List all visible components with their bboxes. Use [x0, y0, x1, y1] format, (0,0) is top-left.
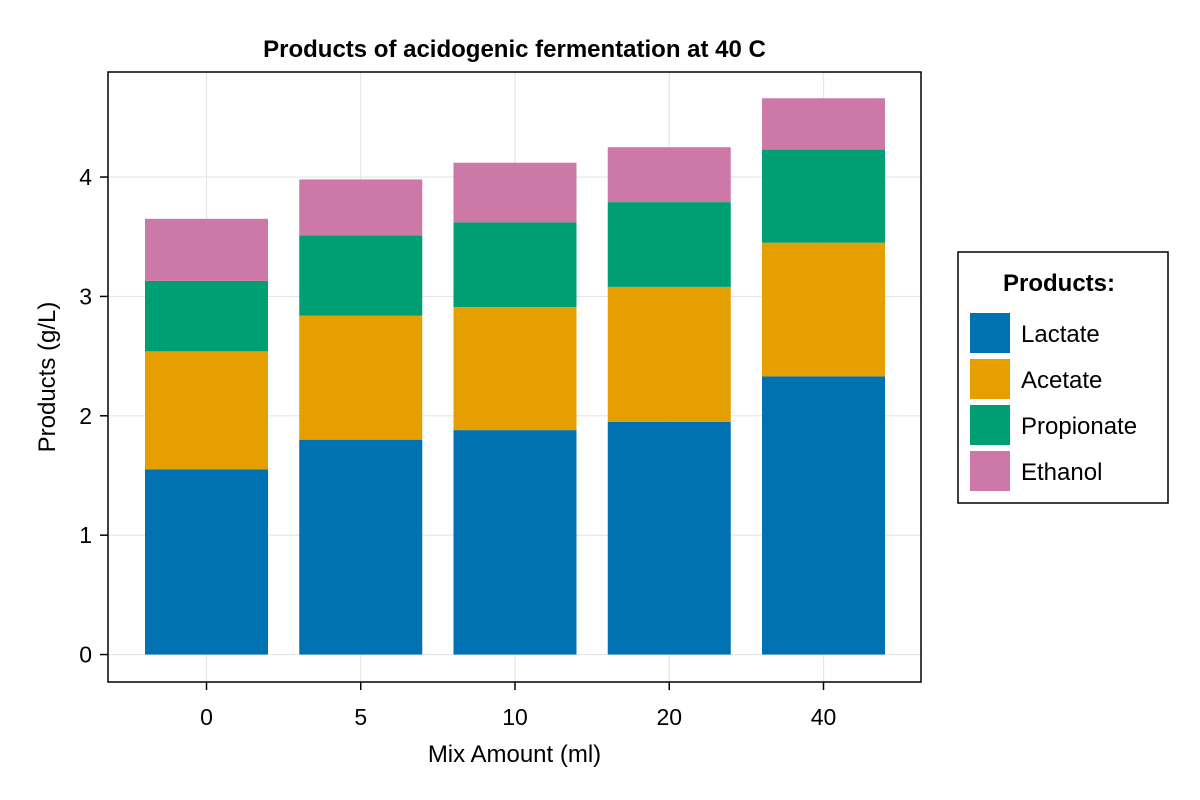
legend-label-ethanol: Ethanol [1021, 459, 1102, 486]
bar-segment-acetate [299, 315, 423, 440]
legend-swatch-lactate [970, 313, 1010, 353]
bar-segment-ethanol [762, 98, 885, 150]
bar-segment-lactate [607, 421, 731, 655]
bar-segment-propionate [145, 280, 268, 352]
y-tick-label: 3 [79, 283, 92, 309]
bar-segment-acetate [453, 307, 577, 431]
y-tick-label: 2 [79, 403, 92, 429]
legend-swatch-acetate [970, 359, 1010, 399]
bar-segment-lactate [145, 469, 268, 655]
x-axis-label: Mix Amount (ml) [428, 741, 601, 768]
y-tick-label: 4 [79, 164, 92, 190]
bar-segment-ethanol [145, 218, 268, 281]
bar-segment-acetate [607, 286, 731, 422]
bar-segment-ethanol [299, 179, 423, 236]
legend-label-propionate: Propionate [1021, 413, 1137, 440]
x-tick-label: 10 [502, 704, 528, 730]
bar-segment-propionate [453, 222, 577, 308]
legend-label-acetate: Acetate [1021, 367, 1102, 394]
bar-segment-ethanol [607, 147, 731, 203]
bars [145, 98, 885, 655]
x-tick-label: 5 [354, 704, 367, 730]
bar-segment-lactate [453, 430, 577, 655]
y-axis-label: Products (g/L) [34, 302, 61, 453]
legend: Products: Lactate Acetate Propionate Ethano… [957, 251, 1169, 504]
bar-segment-lactate [762, 376, 885, 655]
x-tick-label: 0 [200, 704, 213, 730]
legend-title: Products: [1003, 270, 1115, 297]
bar-segment-propionate [762, 149, 885, 243]
bar-segment-acetate [762, 242, 885, 377]
chart-title: Products of acidogenic fermentation at 4… [263, 36, 766, 63]
legend-label-lactate: Lactate [1021, 321, 1100, 348]
legend-swatch-ethanol [970, 451, 1010, 491]
legend-swatch-propionate [970, 405, 1010, 445]
bar-segment-acetate [145, 351, 268, 470]
x-tick-label: 20 [656, 704, 682, 730]
y-tick-label: 1 [79, 522, 92, 548]
bar-segment-propionate [607, 202, 731, 287]
bar-segment-ethanol [453, 162, 577, 223]
y-tick-label: 0 [79, 642, 92, 668]
x-tick-label: 40 [811, 704, 837, 730]
legend-items: Lactate Acetate Propionate Ethanol [970, 313, 1137, 491]
bar-segment-lactate [299, 439, 423, 655]
bar-segment-propionate [299, 235, 423, 316]
